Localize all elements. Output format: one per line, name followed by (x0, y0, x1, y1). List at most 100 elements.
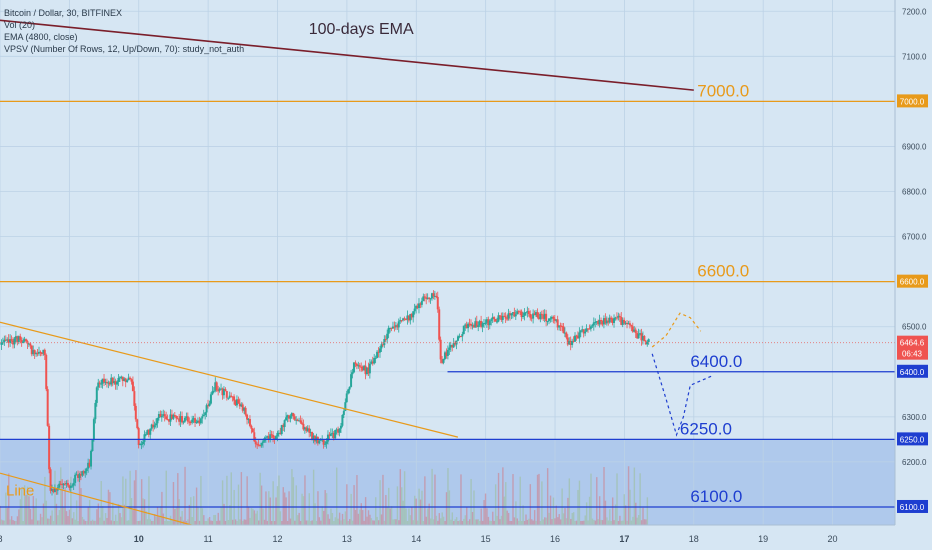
candle-body (475, 321, 478, 327)
volume-bar (87, 506, 89, 525)
candle-body (536, 312, 539, 318)
volume-bar (304, 475, 306, 525)
volume-bar (210, 520, 212, 525)
volume-bar (640, 520, 643, 525)
candle-body (20, 339, 23, 343)
volume-bar (94, 520, 97, 525)
volume-bar (71, 518, 74, 525)
candle-body (423, 296, 426, 298)
volume-bar (408, 508, 410, 525)
volume-bar (23, 485, 26, 525)
volume-bar (360, 503, 362, 525)
volume-bar (308, 493, 310, 525)
candle-body (53, 488, 56, 493)
candle-body (370, 361, 373, 364)
candle-body (172, 415, 175, 419)
candle-body (329, 433, 332, 436)
candle-body (456, 336, 459, 341)
volume-bar (370, 518, 373, 525)
candle-body (522, 315, 525, 318)
volume-bar (279, 511, 282, 525)
volume-bar (245, 519, 247, 525)
volume-bar (268, 491, 270, 525)
candle-body (65, 482, 68, 484)
candle-body (591, 325, 594, 327)
indicator-vol[interactable]: Vol (20) (4, 20, 36, 30)
trendline (0, 321, 459, 438)
candle-body (472, 325, 475, 328)
candle-body (584, 331, 587, 334)
volume-bar (291, 469, 293, 525)
volume-bar (468, 519, 471, 525)
volume-bar (162, 513, 165, 525)
volume-bar (610, 520, 612, 525)
candle-body (155, 423, 158, 426)
volume-bar (396, 486, 399, 525)
candle-body (496, 321, 499, 323)
volume-bar (440, 518, 442, 525)
candle-body (212, 390, 215, 392)
candle-body (361, 366, 364, 371)
candle-body (600, 320, 603, 322)
candle-body (189, 422, 192, 424)
volume-bar (531, 519, 533, 525)
candle-body (269, 434, 272, 439)
candle-body (279, 432, 282, 435)
candle-body (484, 322, 487, 324)
volume-bar (399, 469, 402, 525)
volume-bar (548, 512, 550, 525)
candle-body (94, 402, 97, 420)
volume-bar (481, 520, 484, 525)
volume-bar (99, 517, 101, 525)
candle-body (137, 428, 140, 445)
volume-bar (564, 508, 566, 525)
indicator-ema[interactable]: EMA (4800, close) (4, 32, 78, 42)
candle-body (517, 311, 520, 313)
volume-bar (151, 520, 153, 525)
candle-body (170, 414, 173, 419)
x-tick-label: 11 (203, 534, 212, 544)
volume-bar (505, 482, 507, 525)
volume-bar (234, 519, 237, 525)
candle-body (6, 339, 9, 341)
candle-body (331, 432, 334, 434)
volume-bar (565, 518, 568, 525)
candle-body (519, 311, 522, 313)
symbol-title[interactable]: Bitcoin / Dollar, 30, BITFINEX (4, 8, 123, 18)
volume-bar (282, 487, 284, 525)
volume-bar (611, 497, 614, 525)
candle-body (69, 486, 72, 488)
volume-bar (34, 506, 36, 525)
volume-bar (217, 512, 219, 525)
volume-bar (135, 470, 137, 525)
volume-bar (6, 507, 9, 525)
volume-bar (181, 511, 183, 525)
volume-bar (74, 519, 76, 525)
volume-bar (192, 496, 195, 525)
volume-bar (414, 495, 416, 525)
volume-bar (22, 520, 24, 525)
candle-body (633, 329, 636, 332)
volume-bar (600, 519, 602, 525)
volume-bar (513, 517, 516, 525)
candle-body (16, 336, 19, 342)
candle-body (402, 318, 405, 321)
volume-bar (354, 510, 357, 525)
candle-body (308, 428, 311, 433)
candle-body (487, 319, 490, 326)
volume-bar (263, 519, 266, 525)
indicator-vpsv[interactable]: VPSV (Number Of Rows, 12, Up/Down, 70): … (4, 44, 245, 54)
candle-body (201, 416, 204, 419)
candle-body (162, 414, 165, 417)
candle-body (254, 441, 257, 445)
candle-body (615, 317, 618, 319)
volume-bar (409, 515, 412, 525)
last-price-label: 6464.6 (900, 339, 925, 348)
volume-bar (453, 520, 455, 525)
volume-bar (52, 520, 55, 525)
candle-body (641, 335, 644, 341)
candle-body (19, 336, 22, 340)
volume-bar (458, 520, 461, 525)
candle-body (374, 357, 377, 359)
